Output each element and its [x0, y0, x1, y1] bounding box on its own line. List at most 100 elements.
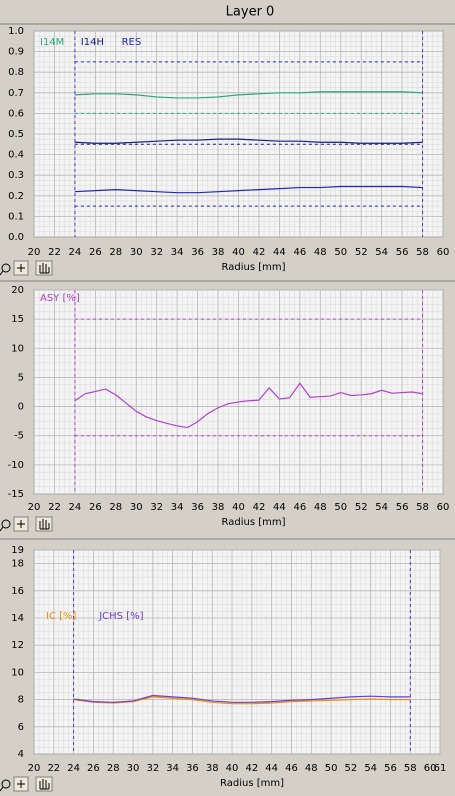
x-tick-label: 58: [416, 502, 429, 513]
x-tick-label: 48: [314, 502, 327, 513]
x-tick-label: 24: [67, 763, 80, 774]
x-tick-label: 28: [109, 502, 122, 513]
zoom-icon[interactable]: [1, 519, 11, 529]
x-tick-label: 58: [404, 763, 417, 774]
x-tick-label: 36: [186, 763, 199, 774]
x-tick-label: 54: [375, 247, 388, 258]
y-tick-label: -15: [8, 489, 24, 500]
toolbar: [0, 516, 53, 532]
x-tick-label: 52: [345, 763, 358, 774]
x-axis-label: Radius [mm]: [222, 262, 286, 273]
x-tick-label: 48: [305, 763, 318, 774]
x-axis-label: Radius [mm]: [220, 778, 284, 789]
x-tick-label: 56: [384, 763, 397, 774]
y-tick-label: 19: [11, 545, 24, 556]
y-tick-label: 1.0: [8, 26, 24, 37]
toolbar: [0, 776, 53, 792]
y-tick-label: 0.0: [8, 232, 24, 243]
hand-icon: [39, 263, 50, 274]
zoom-icon[interactable]: [1, 779, 11, 789]
x-tick-label: 22: [48, 247, 61, 258]
x-tick-label: 30: [127, 763, 140, 774]
zoom-icon-handle: [0, 526, 4, 532]
series-line: [74, 185, 423, 194]
y-tick-label: 5: [18, 372, 24, 383]
x-tick-label: 28: [109, 247, 122, 258]
series-line: [74, 91, 423, 99]
x-tick-label: 20: [28, 763, 41, 774]
x-tick-label: 32: [150, 502, 163, 513]
legend-entry: I14H: [81, 37, 104, 48]
x-tick-label: 52: [355, 502, 368, 513]
y-tick-label: 0.9: [8, 47, 24, 58]
x-tick-label: 46: [293, 502, 306, 513]
x-tick-label: 22: [47, 763, 60, 774]
y-tick-label: 0.7: [8, 88, 24, 99]
y-tick-label: 20: [11, 285, 24, 296]
y-tick-label: 0.6: [8, 108, 24, 119]
x-tick-label: 26: [87, 763, 100, 774]
toolbar: [0, 260, 53, 276]
x-tick-label: 30: [130, 247, 143, 258]
y-tick-label: 10: [11, 667, 24, 678]
legend-entry: IC [%]: [46, 611, 77, 622]
plus-icon: [17, 520, 25, 528]
zoom-icon-handle: [0, 786, 4, 792]
y-tick-label: 4: [18, 749, 24, 760]
x-tick-label: 24: [69, 247, 82, 258]
series-line: [74, 382, 423, 429]
window-title: Layer 0: [226, 5, 275, 20]
x-tick-label: 26: [89, 502, 102, 513]
x-tick-label: 42: [253, 247, 266, 258]
x-tick-label: 46: [285, 763, 298, 774]
legend-entry: RES: [122, 37, 142, 48]
x-tick-label: 20: [28, 247, 41, 258]
hand-icon: [39, 779, 50, 790]
x-tick-label: 46: [293, 247, 306, 258]
x-tick-label: 56: [396, 247, 409, 258]
x-tick-label: 40: [226, 763, 239, 774]
y-tick-label: -5: [14, 431, 24, 442]
x-tick-label: 34: [166, 763, 179, 774]
x-tick-label: 61: [434, 763, 447, 774]
y-tick-label: 0.3: [8, 170, 24, 181]
x-tick-label: 32: [150, 247, 163, 258]
y-tick-label: 0.8: [8, 67, 24, 78]
x-tick-label: 44: [273, 502, 286, 513]
x-tick-label: 20: [28, 502, 41, 513]
x-tick-label: 52: [355, 247, 368, 258]
legend-entry: JCHS [%]: [98, 611, 143, 622]
x-tick-label: 60: [437, 502, 450, 513]
x-tick-label: 56: [396, 502, 409, 513]
hand-icon: [39, 519, 50, 530]
y-tick-label: 14: [11, 613, 24, 624]
x-tick-label: 54: [364, 763, 377, 774]
plus-icon: [17, 780, 25, 788]
x-tick-label: 28: [107, 763, 120, 774]
series-line: [74, 138, 423, 144]
x-tick-label: 42: [253, 502, 266, 513]
x-tick-label: 36: [191, 247, 204, 258]
legend-entry: ASY [%]: [40, 293, 80, 304]
x-tick-label: 34: [171, 502, 184, 513]
y-tick-label: 0.5: [8, 129, 24, 140]
y-tick-label: 12: [11, 640, 24, 651]
x-tick-label: 58: [416, 247, 429, 258]
x-axis-label: Radius [mm]: [222, 517, 286, 528]
series-line: [73, 696, 411, 705]
y-tick-label: 0.4: [8, 150, 24, 161]
x-tick-label: 42: [245, 763, 258, 774]
y-tick-label: 0.1: [8, 211, 24, 222]
zoom-icon[interactable]: [1, 263, 11, 273]
x-tick-label: 44: [265, 763, 278, 774]
y-tick-label: 15: [11, 314, 24, 325]
x-tick-label: 50: [334, 247, 347, 258]
y-tick-label: 0: [18, 402, 24, 413]
x-tick-label: 54: [375, 502, 388, 513]
y-tick-label: 0.2: [8, 191, 24, 202]
x-tick-label: 44: [273, 247, 286, 258]
title-bar: [0, 0, 455, 24]
x-tick-label: 22: [48, 502, 61, 513]
